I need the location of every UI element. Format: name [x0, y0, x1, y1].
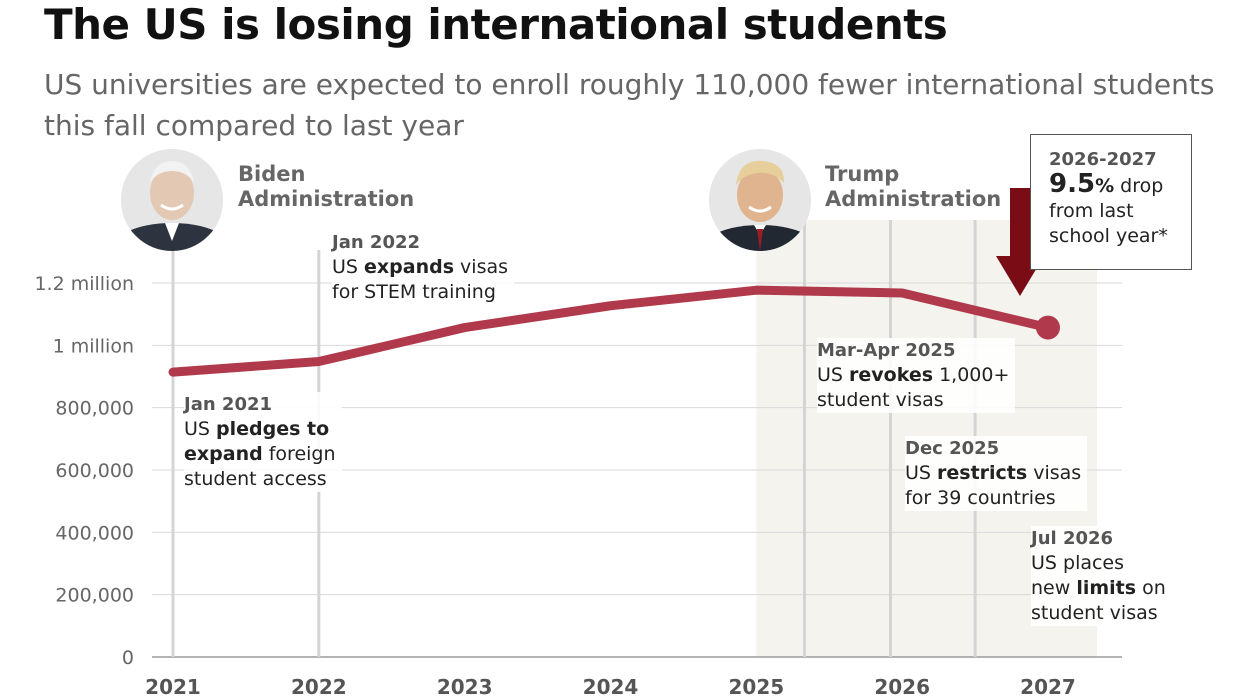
event-mar-apr-2025: Mar-Apr 2025 US revokes 1,000+ student vis… [817, 338, 1016, 413]
x-tick-label: 2023 [437, 675, 493, 699]
event-jan-2022: Jan 2022 US expands visas for STEM trainin… [332, 230, 515, 305]
chart-subtitle: US universities are expected to enroll r… [44, 68, 1215, 142]
event-date: Jan 2021 [184, 394, 273, 415]
event-dec-2025: Dec 2025 US restricts visas for 39 countri… [905, 436, 1088, 511]
y-tick-label: 600,000 [55, 460, 134, 482]
y-tick-label: 200,000 [55, 585, 134, 607]
event-text-line: student visas [1031, 602, 1158, 624]
event-text-line: for STEM training [332, 281, 496, 303]
data-point [755, 289, 757, 291]
x-tick-label: 2025 [728, 675, 784, 699]
data-point [901, 292, 903, 294]
event-text-line: US places [1031, 552, 1125, 574]
y-tick-label: 800,000 [55, 398, 134, 420]
event-date: Dec 2025 [905, 438, 1000, 459]
x-tick-label: 2026 [874, 675, 930, 699]
event-text-line: for 39 countries [905, 487, 1056, 509]
event-text-line: new limits on [1031, 577, 1166, 599]
endpoint-marker [1036, 315, 1060, 340]
event-text-line: student visas [817, 389, 944, 411]
event-date: Mar-Apr 2025 [817, 340, 956, 361]
event-jul-2026: Jul 2026 US places new limits on student vi… [1031, 526, 1172, 626]
x-tick-label: 2022 [291, 675, 347, 699]
event-text-line: US restricts visas [905, 462, 1082, 484]
y-tick-label: 400,000 [55, 522, 134, 544]
callout-pct-sign: % [1095, 175, 1115, 197]
trump-admin-label: Trump Administration [825, 162, 1002, 211]
y-tick-label: 0 [122, 647, 134, 669]
data-point [318, 361, 320, 363]
callout-text2: from last [1049, 200, 1134, 222]
biden-admin-label: Biden Administration [238, 162, 415, 211]
event-text-line: US pledges to [184, 418, 330, 440]
data-point [610, 305, 611, 307]
callout-period: 2026-2027 [1049, 149, 1157, 170]
drop-callout: 2026-2027 9.5% drop from last school yea… [1030, 134, 1192, 270]
callout-stat: 9.5% drop [1049, 169, 1191, 199]
event-date: Jul 2026 [1031, 528, 1114, 549]
y-tick-label: 1 million [53, 335, 134, 357]
biden-portrait [121, 149, 223, 251]
chart-title: The US is losing international students [44, 0, 948, 49]
callout-text1: drop [1114, 175, 1164, 197]
event-text-line: student access [184, 468, 327, 490]
drop-arrow-shaft [1010, 188, 1030, 258]
event-text-line: expand foreign [184, 443, 336, 465]
trump-portrait [709, 149, 811, 251]
data-point [172, 371, 174, 373]
y-tick-label: 1.2 million [34, 273, 134, 295]
event-text-line: US expands visas [332, 256, 509, 278]
event-text-line: US revokes 1,000+ [817, 364, 1010, 386]
callout-text3: school year* [1049, 225, 1168, 247]
callout-pct: 9.5 [1049, 169, 1096, 199]
x-tick-label: 2024 [583, 675, 639, 699]
data-point [464, 327, 466, 329]
event-date: Jan 2022 [332, 232, 421, 253]
x-tick-label: 2027 [1020, 675, 1076, 699]
x-tick-label: 2021 [145, 675, 201, 699]
event-jan-2021: Jan 2021 US pledges to expand foreign stude… [184, 392, 342, 492]
